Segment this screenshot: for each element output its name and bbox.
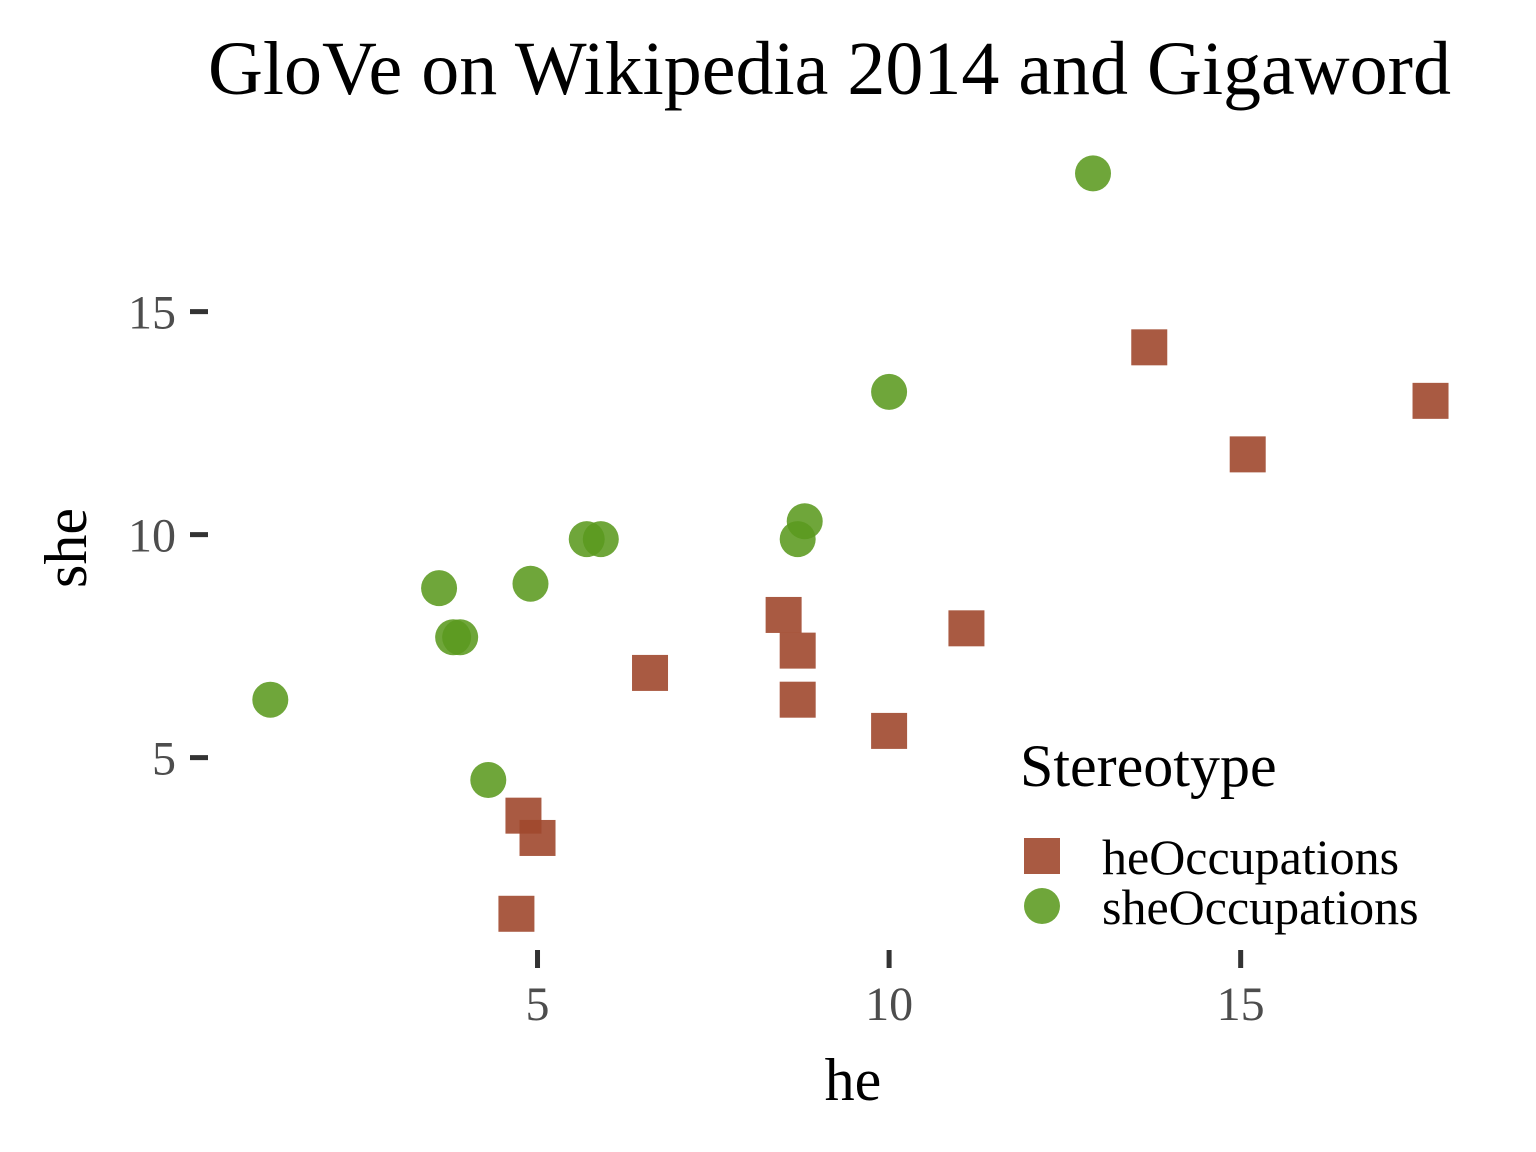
legend-label: heOccupations bbox=[1102, 829, 1399, 885]
she-occupation-point bbox=[779, 521, 816, 558]
legend-label: sheOccupations bbox=[1102, 879, 1419, 935]
she-occupation-point bbox=[421, 570, 458, 607]
he-occupation-point bbox=[1229, 436, 1266, 473]
x-tick-label: 5 bbox=[526, 978, 550, 1031]
he-occupation-point bbox=[779, 632, 816, 669]
he-occupation-point bbox=[632, 654, 669, 691]
he-occupation-point bbox=[498, 895, 535, 932]
y-axis: 5 10 15 bbox=[128, 287, 208, 786]
she-occupation-point bbox=[442, 619, 479, 656]
he-occupation-point bbox=[948, 610, 985, 647]
he-occupation-point bbox=[1412, 382, 1449, 419]
she-occupation-point bbox=[252, 681, 289, 718]
legend-key-circle bbox=[1024, 888, 1060, 924]
he-occupation-point bbox=[765, 596, 802, 633]
she-occupation-point bbox=[470, 761, 507, 798]
she-occupation-point bbox=[871, 373, 908, 410]
y-tick-label: 15 bbox=[128, 287, 176, 340]
x-axis: 5 10 15 bbox=[526, 950, 1265, 1031]
she-occupation-point bbox=[1075, 155, 1112, 192]
data-points bbox=[252, 155, 1449, 932]
x-tick-label: 15 bbox=[1217, 978, 1265, 1031]
she-occupation-point bbox=[512, 565, 549, 602]
legend-title: Stereotype bbox=[1020, 733, 1277, 799]
x-tick-label: 10 bbox=[865, 978, 913, 1031]
he-occupation-point bbox=[519, 819, 556, 856]
y-tick-label: 10 bbox=[128, 510, 176, 563]
legend-key-square bbox=[1024, 838, 1060, 874]
he-occupation-point bbox=[1131, 329, 1168, 366]
x-axis-title: he bbox=[825, 1047, 882, 1113]
chart-title: GloVe on Wikipedia 2014 and Gigaword bbox=[208, 27, 1451, 111]
y-tick-label: 5 bbox=[152, 733, 176, 786]
y-axis-title: she bbox=[33, 508, 99, 588]
he-occupation-point bbox=[871, 712, 908, 749]
he-occupation-point bbox=[779, 681, 816, 718]
she-occupation-point bbox=[582, 521, 619, 558]
